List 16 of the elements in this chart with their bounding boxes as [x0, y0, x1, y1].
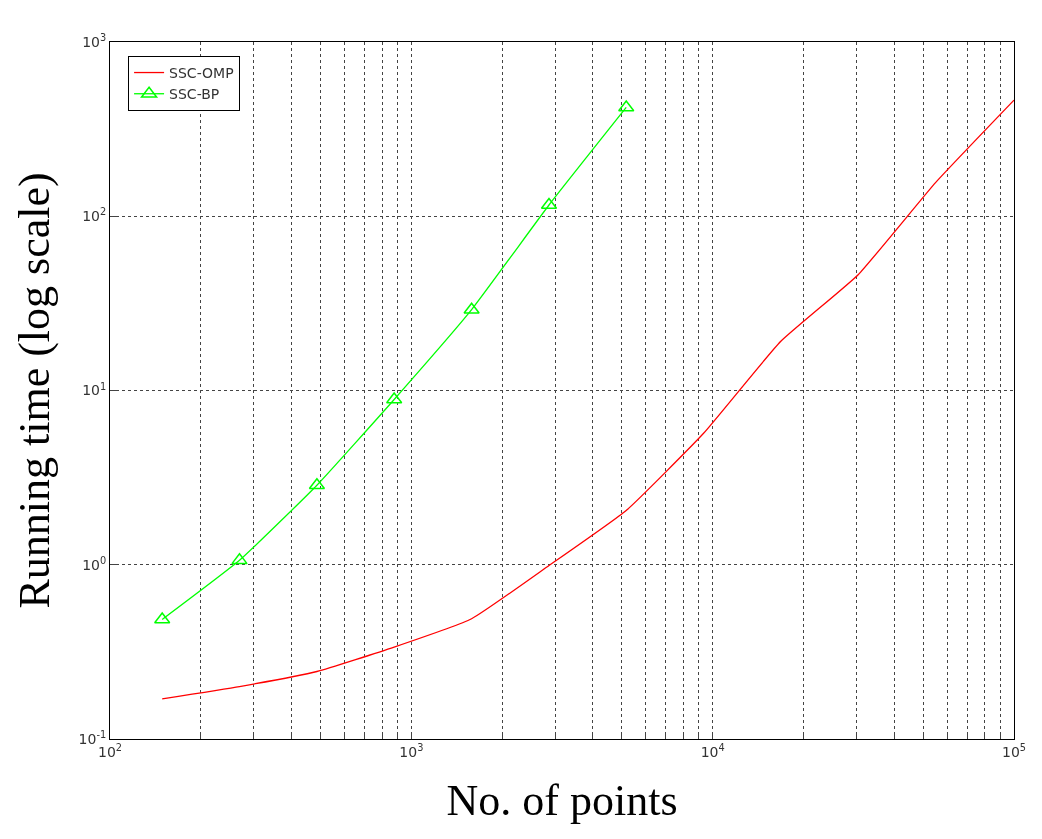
x-tick-label: 10$^{5}$ — [1001, 741, 1027, 760]
point — [463, 302, 480, 314]
y-tick-label: 10$^{1}$ — [82, 380, 107, 399]
point — [308, 477, 326, 490]
point — [540, 197, 558, 210]
y-tick-label: 10$^{2}$ — [82, 206, 107, 225]
x-tick-label: 10$^{3}$ — [399, 741, 424, 760]
legend-label: SSC-OMP — [169, 65, 234, 81]
point — [231, 553, 248, 565]
y-axis-title: Running time (log scale) — [9, 172, 59, 609]
x-tick-label: 10$^{4}$ — [700, 741, 725, 760]
y-tick-label: 10$^{0}$ — [82, 554, 107, 573]
x-axis-title: No. of points — [446, 776, 678, 826]
y-tick-label: 10$^{3}$ — [82, 32, 107, 50]
line-series — [161, 99, 1014, 700]
legend-label: SSC-BP — [169, 86, 220, 103]
